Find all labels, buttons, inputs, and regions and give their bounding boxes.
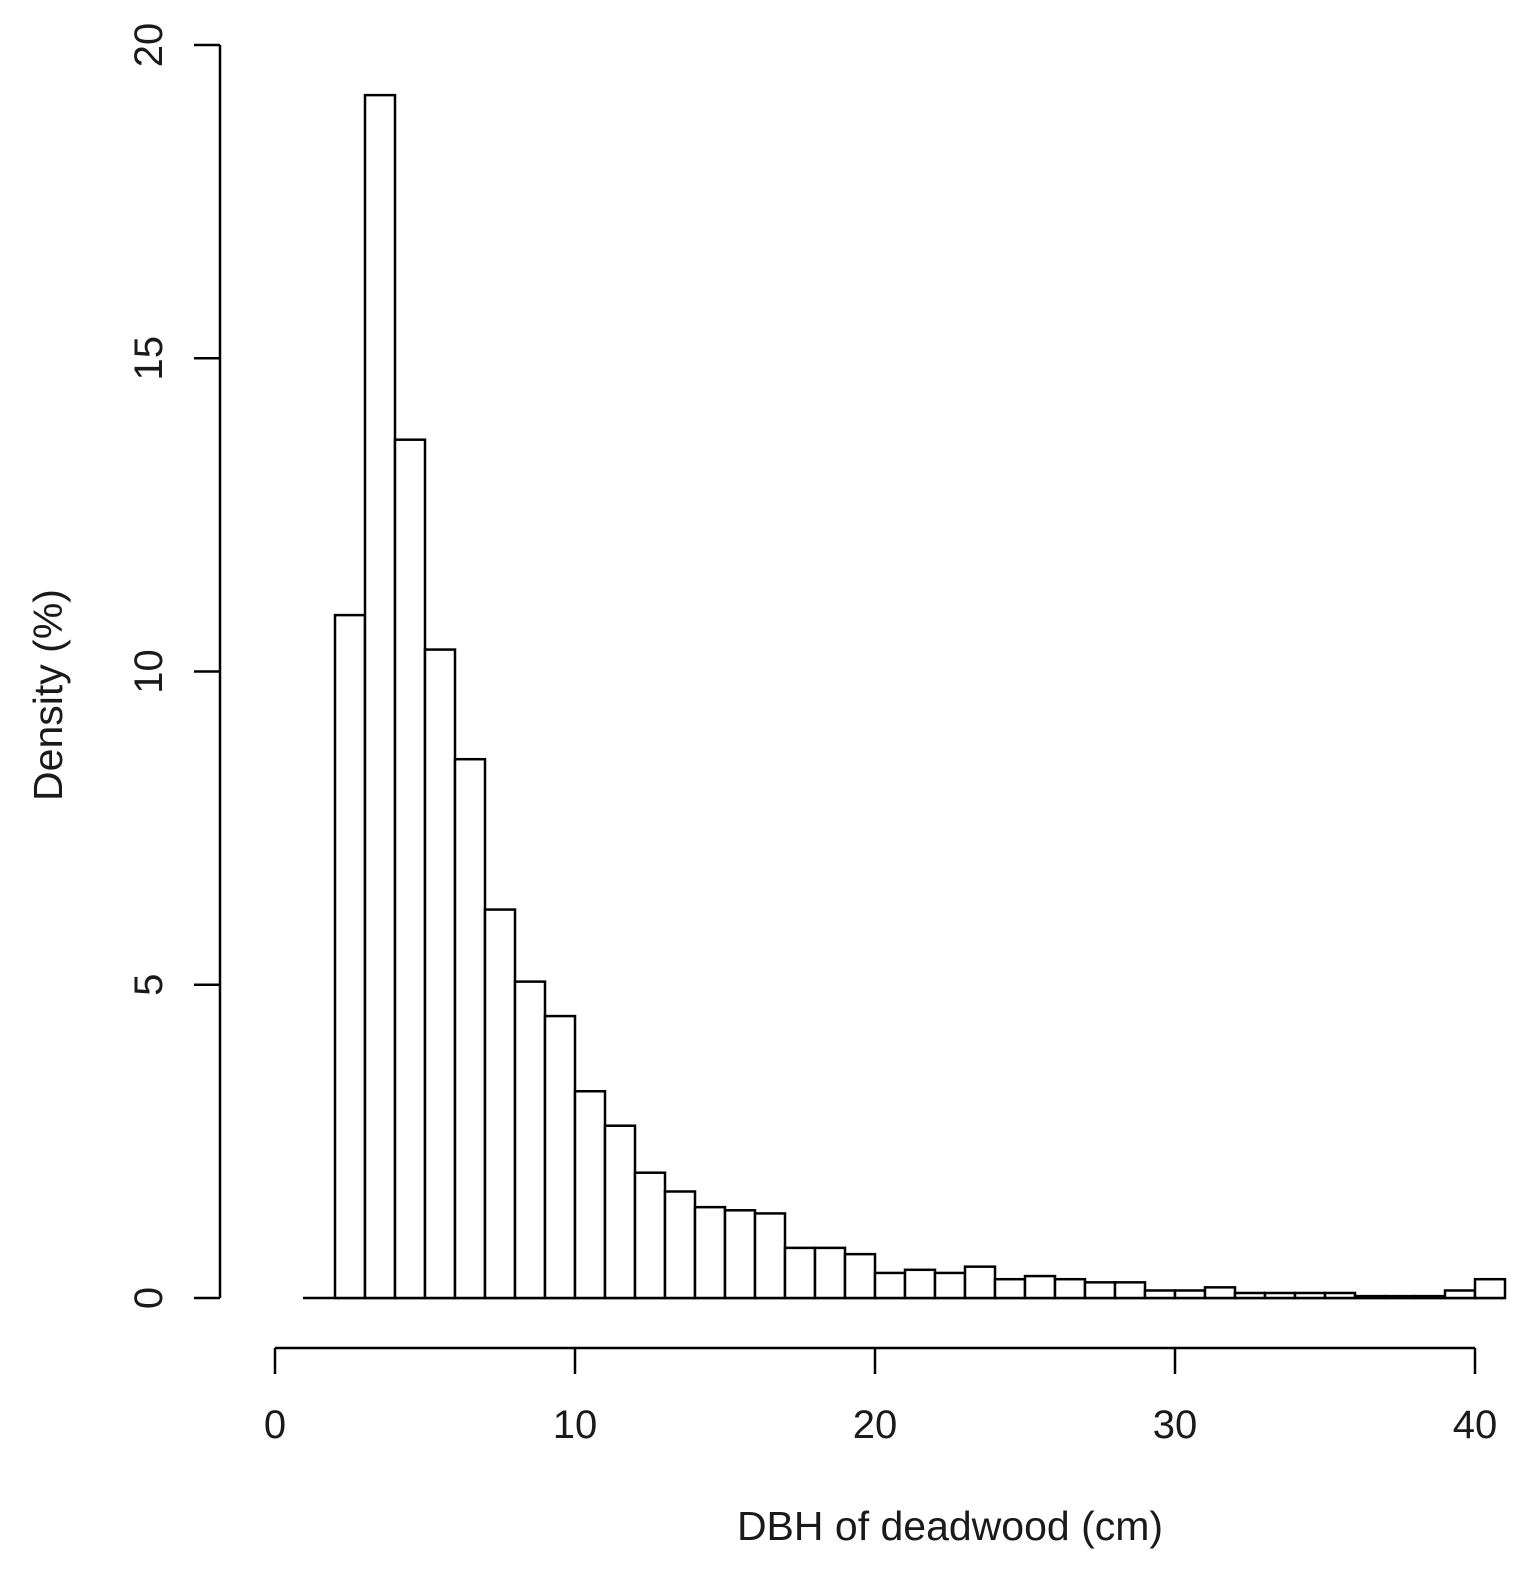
histogram-bar xyxy=(1053,1277,1087,1300)
x-tick-label: 30 xyxy=(1153,1403,1198,1447)
histogram-bar xyxy=(1203,1286,1237,1300)
y-tick-label: 15 xyxy=(127,336,171,381)
histogram-bar xyxy=(333,613,367,1300)
histogram-bar xyxy=(1293,1291,1327,1300)
histogram-bar xyxy=(933,1271,967,1300)
histogram-bar xyxy=(513,980,547,1300)
histogram-bar xyxy=(723,1209,757,1300)
histogram-bar xyxy=(1023,1274,1057,1300)
histogram-bar xyxy=(1143,1289,1177,1300)
histogram-bar xyxy=(1113,1281,1147,1300)
histogram-bar xyxy=(1443,1289,1477,1300)
x-axis: 0 10 20 30 40 xyxy=(264,1346,1498,1447)
histogram-bar xyxy=(1353,1294,1387,1300)
histogram-bar xyxy=(573,1090,607,1300)
histogram-bar xyxy=(873,1271,907,1300)
histogram-bar xyxy=(753,1212,787,1300)
y-tick-label: 10 xyxy=(127,649,171,694)
x-tick-label: 40 xyxy=(1453,1403,1498,1447)
histogram-bar xyxy=(963,1265,997,1300)
histogram-bar xyxy=(1173,1289,1207,1300)
x-axis-label: DBH of deadwood (cm) xyxy=(737,1503,1163,1549)
y-axis: 0 5 10 15 20 xyxy=(127,23,222,1309)
histogram-bar xyxy=(1263,1291,1297,1300)
x-tick-label: 10 xyxy=(553,1403,598,1447)
bars-group xyxy=(303,93,1507,1300)
y-tick-label: 20 xyxy=(127,23,171,68)
histogram-bar xyxy=(1473,1277,1507,1300)
histogram-bar xyxy=(543,1014,577,1300)
y-axis-label: Density (%) xyxy=(25,589,71,801)
x-tick-label: 20 xyxy=(853,1403,898,1447)
histogram-bar xyxy=(813,1246,847,1300)
histogram-bar xyxy=(393,438,427,1300)
histogram-bar xyxy=(663,1190,697,1300)
histogram-bar xyxy=(993,1277,1027,1300)
histogram-bar xyxy=(603,1124,637,1300)
y-tick-label: 0 xyxy=(127,1287,171,1309)
histogram-bar xyxy=(1383,1294,1417,1300)
histogram-bar xyxy=(783,1246,817,1300)
histogram-bar xyxy=(693,1205,727,1300)
histogram-bar xyxy=(453,757,487,1300)
y-tick-label: 5 xyxy=(127,974,171,996)
histogram-bar xyxy=(423,648,457,1300)
histogram-bar xyxy=(483,908,517,1300)
histogram-bar xyxy=(1323,1291,1357,1300)
histogram-bar xyxy=(1413,1294,1447,1300)
histogram-bar xyxy=(903,1268,937,1300)
histogram-bar xyxy=(1233,1291,1267,1300)
histogram-bar xyxy=(843,1252,877,1300)
x-tick-label: 0 xyxy=(264,1403,286,1447)
histogram-bar xyxy=(633,1171,667,1300)
histogram-bar xyxy=(1083,1281,1117,1300)
histogram-bar xyxy=(363,93,397,1300)
